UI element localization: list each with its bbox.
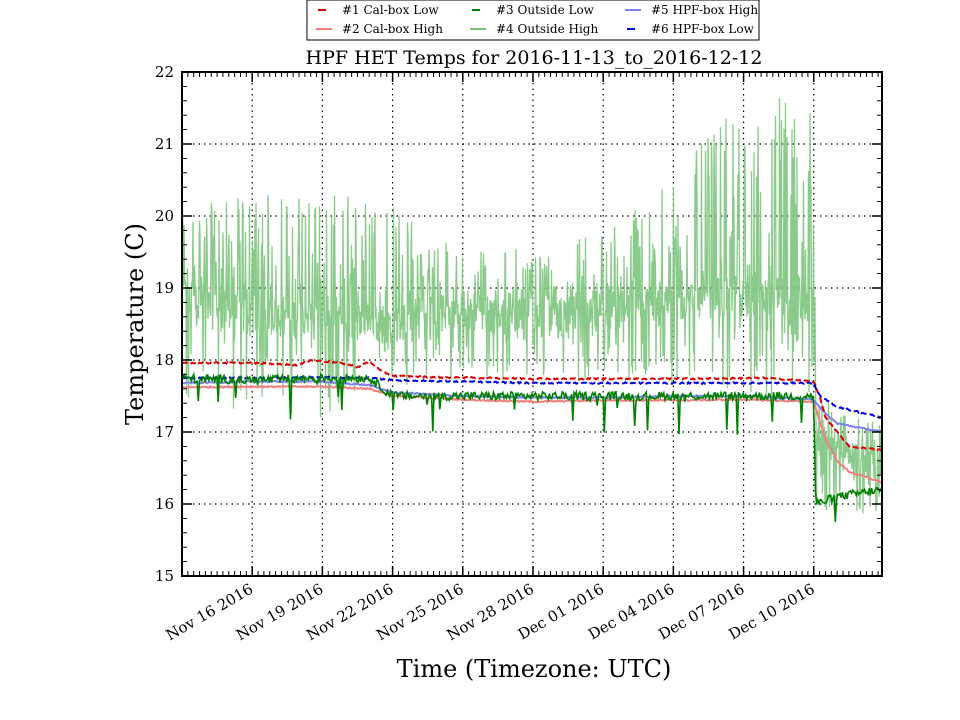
series-6 <box>182 375 882 419</box>
series-line <box>182 384 882 484</box>
y-tick-label: 17 <box>155 423 174 441</box>
y-tick-label: 19 <box>155 279 174 297</box>
series-4 <box>182 97 882 514</box>
y-tick-label: 22 <box>155 63 174 81</box>
y-tick-labels: 15 16 17 18 19 20 21 22 <box>155 63 174 585</box>
series-1 <box>182 358 882 452</box>
y-tick-label: 18 <box>155 351 174 369</box>
series-3 <box>182 371 882 522</box>
plot-series <box>182 97 882 522</box>
series-line <box>182 371 882 522</box>
legend-entry-label: #3 Outside Low <box>496 3 595 17</box>
grid <box>182 72 882 576</box>
legend: #1 Cal-box Low #2 Cal-box High #3 Outside … <box>306 0 760 41</box>
y-tick-label: 21 <box>155 135 174 153</box>
legend-box <box>306 0 760 41</box>
series-line <box>182 375 882 419</box>
plot-frame <box>181 71 883 577</box>
y-tick-label: 20 <box>155 207 174 225</box>
chart-title: HPF HET Temps for 2016-11-13_to_2016-12-… <box>306 47 763 69</box>
x-axis-label: Time (Timezone: UTC) <box>397 655 672 683</box>
legend-entry-label: #2 Cal-box High <box>342 22 443 36</box>
y-tick-label: 15 <box>155 567 174 585</box>
legend-entry-label: #5 HPF-box High <box>651 3 758 17</box>
y-axis-label: Temperature (C) <box>121 223 149 425</box>
series-line <box>182 358 882 452</box>
series-line <box>182 97 882 514</box>
axis-ticks <box>181 71 882 577</box>
legend-entry-label: #6 HPF-box Low <box>651 22 755 36</box>
legend-entry-label: #4 Outside High <box>496 22 598 36</box>
y-tick-label: 16 <box>155 495 174 513</box>
series-2 <box>182 384 882 484</box>
legend-entry-label: #1 Cal-box Low <box>342 3 439 17</box>
